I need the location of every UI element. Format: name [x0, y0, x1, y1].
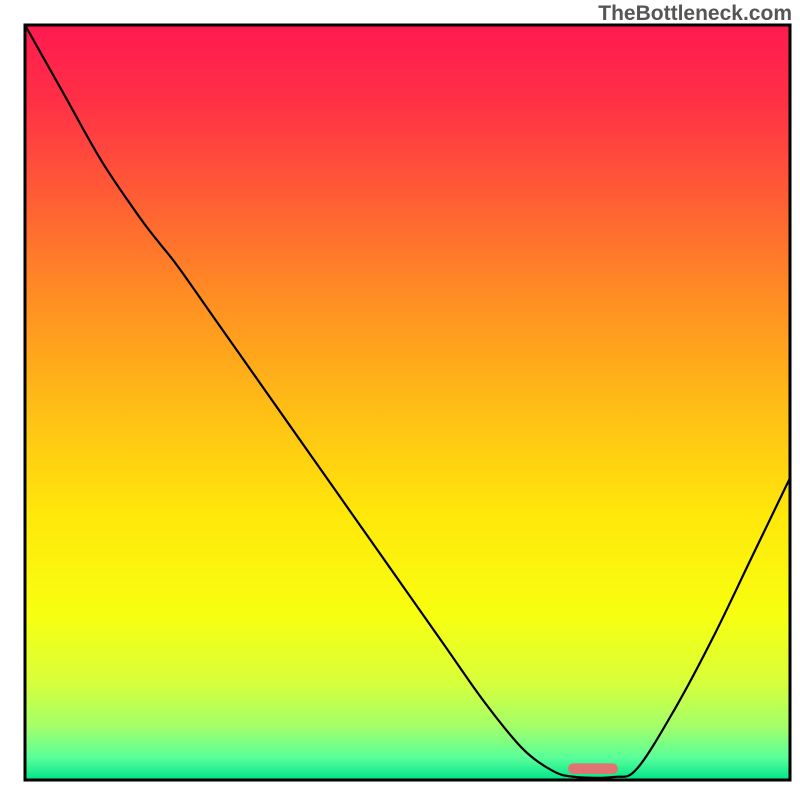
chart-container: TheBottleneck.com	[0, 0, 800, 800]
watermark-text: TheBottleneck.com	[598, 2, 792, 26]
plot-area	[0, 0, 800, 800]
gradient-background	[25, 25, 790, 780]
bottleneck-chart	[0, 0, 800, 800]
optimal-marker-bar	[568, 763, 618, 774]
